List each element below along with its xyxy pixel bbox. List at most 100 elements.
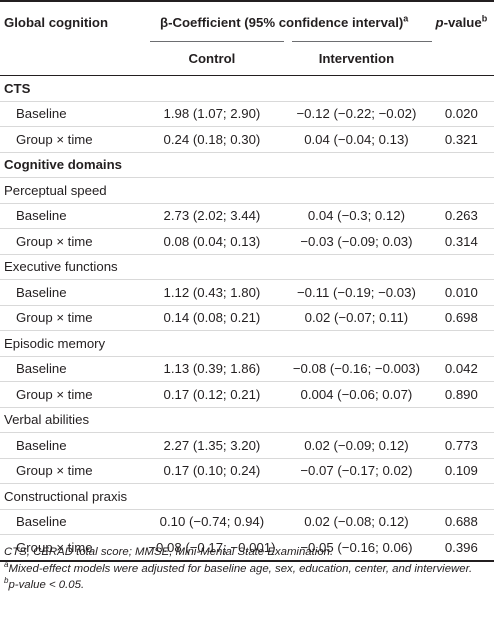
footnote-a: aMixed-effect models were adjusted for b… xyxy=(4,559,490,578)
table-row: Group × time 0.24 (0.18; 0.30) 0.04 (−0.… xyxy=(0,126,494,153)
section-row-cognitive-domains: Cognitive domains xyxy=(0,152,494,178)
control-value: 0.10 (−0.74; 0.94) xyxy=(139,509,285,535)
row-label: Baseline xyxy=(0,203,140,229)
table-row: Group × time −0.08 (−0.17; −0.001) −0.05… xyxy=(0,534,494,562)
table-row: Baseline 1.13 (0.39; 1.86) −0.08 (−0.16;… xyxy=(0,356,494,382)
intervention-value: −0.11 (−0.19; −0.03) xyxy=(284,279,429,306)
control-header-text: Control xyxy=(188,51,236,66)
row-label: Baseline xyxy=(0,101,140,127)
row-label: Baseline xyxy=(0,509,140,535)
intervention-header-underline xyxy=(291,41,432,42)
p-value: 0.020 xyxy=(428,101,494,127)
global-cognition-header-text: Global cognition xyxy=(4,14,109,30)
footnote-b-text: p-value < 0.05. xyxy=(8,579,85,591)
control-value: 2.73 (2.02; 3.44) xyxy=(139,203,285,229)
intervention-value: 0.004 (−0.06; 0.07) xyxy=(284,381,429,408)
header-row-2: Control Intervention xyxy=(0,42,494,76)
empty-header-cell xyxy=(0,42,140,76)
footnote-b: bp-value < 0.05. xyxy=(4,577,490,594)
footnote-b-mark: b xyxy=(4,576,9,586)
table-row: Baseline 2.73 (2.02; 3.44) 0.04 (−0.3; 0… xyxy=(0,203,494,229)
intervention-header: Intervention xyxy=(284,42,429,76)
domain-label: Perceptual speed xyxy=(0,177,494,204)
footnote-a-text: Mixed-effect models were adjusted for ba… xyxy=(8,562,473,575)
table-row: Group × time 0.17 (0.10; 0.24) −0.07 (−0… xyxy=(0,458,494,484)
p-value: 0.109 xyxy=(428,458,494,484)
intervention-value: −0.03 (−0.09; 0.03) xyxy=(284,228,429,255)
p-value: 0.396 xyxy=(428,534,494,562)
p-value-header-rest: -value xyxy=(443,14,482,30)
domain-label: Episodic memory xyxy=(0,330,494,357)
intervention-value: 0.04 (−0.3; 0.12) xyxy=(284,203,429,229)
table-row: Baseline 2.27 (1.35; 3.20) 0.02 (−0.09; … xyxy=(0,432,494,459)
beta-coefficient-header: β-Coefficient (95% confidence interval)a xyxy=(140,1,432,42)
control-value: 1.12 (0.43; 1.80) xyxy=(139,279,285,306)
p-value: 0.688 xyxy=(428,509,494,535)
results-table: Global cognition β-Coefficient (95% conf… xyxy=(0,1,494,562)
footnote-mark-b: b xyxy=(481,13,488,24)
domain-row-episodic-memory: Episodic memory xyxy=(0,330,494,357)
table-body: CTS Baseline 1.98 (1.07; 2.90) −0.12 (−0… xyxy=(0,75,494,562)
control-header: Control xyxy=(139,42,285,76)
control-value: 1.13 (0.39; 1.86) xyxy=(139,356,285,382)
row-label: Group × time xyxy=(0,534,140,562)
footnote-a-mark: a xyxy=(4,559,9,569)
table-row: Group × time 0.17 (0.12; 0.21) 0.004 (−0… xyxy=(0,381,494,408)
p-value-header: p-valueb xyxy=(429,1,494,42)
header-row-1: Global cognition β-Coefficient (95% conf… xyxy=(0,1,494,42)
row-label: Group × time xyxy=(0,228,140,255)
table-header: Global cognition β-Coefficient (95% conf… xyxy=(0,1,494,76)
intervention-value: 0.02 (−0.09; 0.12) xyxy=(284,432,429,459)
domain-label: Executive functions xyxy=(0,254,494,280)
control-value: 1.98 (1.07; 2.90) xyxy=(139,101,285,127)
table-row: Group × time 0.14 (0.08; 0.21) 0.02 (−0.… xyxy=(0,305,494,331)
control-value: −0.08 (−0.17; −0.001) xyxy=(139,534,285,562)
row-label: Baseline xyxy=(0,356,140,382)
p-value: 0.890 xyxy=(428,381,494,408)
global-cognition-header: Global cognition xyxy=(0,1,140,42)
domain-row-perceptual-speed: Perceptual speed xyxy=(0,177,494,204)
row-label: Group × time xyxy=(0,305,140,331)
p-value: 0.314 xyxy=(428,228,494,255)
domain-label: Verbal abilities xyxy=(0,407,494,433)
section-label: CTS xyxy=(0,75,494,102)
row-label: Baseline xyxy=(0,432,140,459)
table-row: Group × time 0.08 (0.04; 0.13) −0.03 (−0… xyxy=(0,228,494,255)
p-value: 0.263 xyxy=(428,203,494,229)
control-value: 0.14 (0.08; 0.21) xyxy=(139,305,285,331)
domain-row-executive-functions: Executive functions xyxy=(0,254,494,280)
p-value: 0.698 xyxy=(428,305,494,331)
intervention-value: 0.02 (−0.08; 0.12) xyxy=(284,509,429,535)
control-value: 0.17 (0.10; 0.24) xyxy=(139,458,285,484)
control-value: 0.24 (0.18; 0.30) xyxy=(139,126,285,153)
domain-row-verbal-abilities: Verbal abilities xyxy=(0,407,494,433)
control-value: 0.17 (0.12; 0.21) xyxy=(139,381,285,408)
intervention-value: −0.07 (−0.17; 0.02) xyxy=(284,458,429,484)
section-label: Cognitive domains xyxy=(0,152,494,178)
footnote-abbreviations: CTS, CERAD total score; MMSE, Mini-Menta… xyxy=(4,546,334,558)
p-value-header-p: p xyxy=(435,14,444,30)
section-row-cts: CTS xyxy=(0,75,494,102)
row-label: Group × time xyxy=(0,381,140,408)
beta-coefficient-header-text: β-Coefficient (95% confidence interval) xyxy=(160,14,404,30)
intervention-header-text: Intervention xyxy=(318,51,395,66)
intervention-value: −0.05 (−0.16; 0.06) xyxy=(284,534,429,562)
footnote-mark-a: a xyxy=(403,13,409,24)
domain-label: Constructional praxis xyxy=(0,483,494,510)
row-label: Group × time xyxy=(0,126,140,153)
intervention-value: 0.02 (−0.07; 0.11) xyxy=(284,305,429,331)
control-value: 2.27 (1.35; 3.20) xyxy=(139,432,285,459)
p-value: 0.042 xyxy=(428,356,494,382)
intervention-value: 0.04 (−0.04; 0.13) xyxy=(284,126,429,153)
table-row: Baseline 1.98 (1.07; 2.90) −0.12 (−0.22;… xyxy=(0,101,494,127)
intervention-value: −0.12 (−0.22; −0.02) xyxy=(284,101,429,127)
p-value: 0.010 xyxy=(428,279,494,306)
intervention-value: −0.08 (−0.16; −0.003) xyxy=(284,356,429,382)
control-value: 0.08 (0.04; 0.13) xyxy=(139,228,285,255)
table-footnotes: CTS, CERAD total score; MMSE, Mini-Menta… xyxy=(4,544,490,594)
table-row: Baseline 1.12 (0.43; 1.80) −0.11 (−0.19;… xyxy=(0,279,494,306)
control-header-underline xyxy=(149,41,284,42)
p-value: 0.321 xyxy=(428,126,494,153)
row-label: Group × time xyxy=(0,458,140,484)
